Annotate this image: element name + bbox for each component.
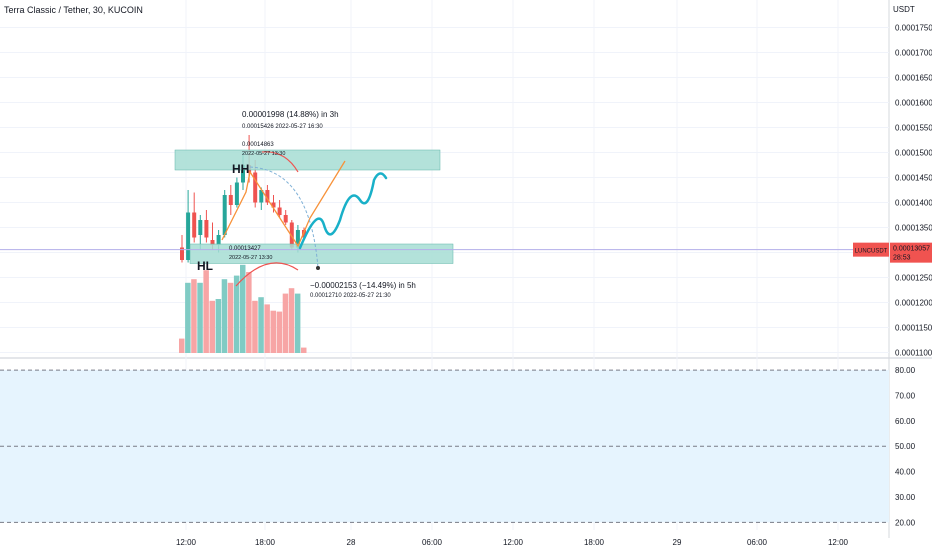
measure-up-label: 0.00001998 (14.88%) in 3h (242, 110, 339, 119)
volume-bar (252, 300, 258, 353)
resistance-curve (261, 151, 299, 173)
time-tick-label: 12:00 (828, 538, 849, 547)
currency-label: USDT (893, 5, 915, 14)
candle-body (277, 207, 282, 215)
measure-up-sub: 0.00015426 2022-05-27 16:30 (242, 124, 323, 130)
candle-body (302, 230, 306, 238)
candle-body (204, 220, 209, 238)
volume-bar (221, 279, 228, 353)
hl-price: 0.00013427 (229, 246, 261, 252)
hl-label: HL (197, 259, 213, 273)
candle-body (253, 172, 258, 203)
candle-body (180, 247, 184, 260)
volume-bar (209, 300, 215, 353)
candle-body (265, 190, 270, 203)
rsi-tick-label: 50.00 (895, 442, 916, 451)
support-resistance-zone (189, 243, 454, 264)
volume-bar (233, 275, 240, 353)
rsi-tick-label: 40.00 (895, 468, 916, 477)
volume-bar (246, 272, 252, 353)
time-tick-label: 12:00 (503, 538, 524, 547)
price-badge-timer: 28:53 (893, 255, 911, 262)
volume-bar (294, 293, 301, 353)
volume-bar (282, 293, 289, 353)
price-badge-value: 0.00013057 (893, 246, 930, 253)
volume-bar (191, 279, 197, 353)
volume-bar (185, 282, 191, 353)
time-tick-label: 06:00 (422, 538, 443, 547)
candle-body (241, 165, 245, 183)
volume-bar (197, 282, 203, 353)
chart-title: Terra Classic / Tether, 30, KUCOIN (4, 5, 143, 15)
candle-body (283, 215, 288, 223)
candle-body (198, 220, 203, 235)
volume-bar (215, 299, 222, 353)
volume-bar (288, 288, 295, 353)
price-badge (890, 242, 932, 263)
time-tick-label: 06:00 (747, 538, 768, 547)
candle-body (295, 230, 300, 248)
price-tick-label: 0.00017500 (895, 24, 932, 33)
volume-bar (240, 264, 246, 353)
rsi-tick-label: 70.00 (895, 391, 916, 400)
candle-body (210, 240, 215, 245)
measure-arc (249, 166, 319, 269)
hh-label: HH (232, 162, 249, 176)
candle-body (234, 182, 239, 205)
candle-body (271, 202, 276, 208)
support-curve (235, 262, 299, 287)
time-tick-label: 29 (673, 538, 682, 547)
candle-body (216, 235, 221, 245)
volume-bar (227, 282, 234, 353)
projected-path (298, 172, 388, 250)
volume-bar (179, 338, 185, 353)
volume-bar (301, 347, 307, 353)
rsi-tick-label: 20.00 (895, 518, 916, 527)
candle-body (222, 195, 227, 235)
time-tick-label: 12:00 (176, 538, 197, 547)
candle-body (259, 190, 264, 203)
candle-body (192, 212, 197, 238)
support-resistance-zone (174, 149, 441, 171)
volume-bar (203, 270, 209, 353)
time-tick-label: 28 (347, 538, 356, 547)
price-grid (0, 27, 889, 353)
volume-bar (276, 311, 283, 353)
volume-bar (258, 297, 264, 353)
time-tick-label: 18:00 (255, 538, 276, 547)
symbol-badge (853, 242, 889, 257)
projection-line (221, 160, 346, 248)
measure-down-label: −0.00002153 (−14.49%) in 5h (310, 281, 416, 290)
time-tick-label: 18:00 (584, 538, 605, 547)
candle-body (186, 212, 191, 260)
hl-date: 2022-05-27 13:30 (229, 255, 272, 261)
measure-down-sub: 0.00012710 2022-05-27 21:30 (310, 293, 391, 299)
symbol-badge-label: LUNCUSDT (855, 249, 888, 255)
volume-bar (264, 304, 270, 353)
rsi-tick-label: 30.00 (895, 493, 916, 502)
hh-price: 0.00014863 (242, 142, 274, 148)
rsi-tick-label: 60.00 (895, 417, 916, 426)
volume-bar (270, 310, 276, 353)
rsi-tick-label: 80.00 (895, 366, 916, 375)
hh-date: 2022-05-27 13:30 (242, 151, 285, 157)
candle-body (228, 195, 233, 205)
candle-body (289, 222, 294, 248)
measure-end-dot (316, 266, 320, 270)
